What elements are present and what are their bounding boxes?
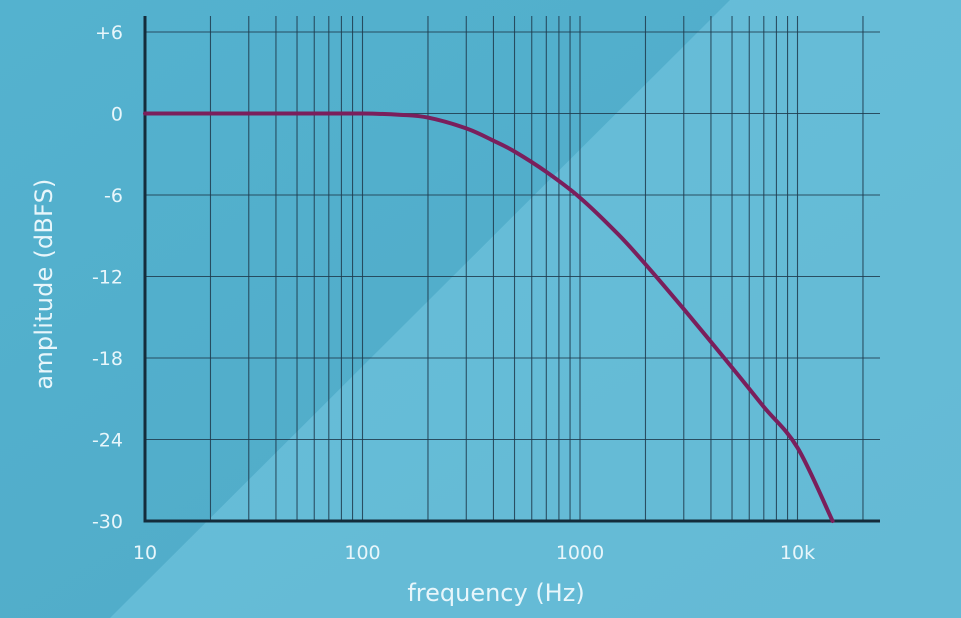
y-tick-label: -12 (92, 267, 123, 289)
series-line (143, 111, 835, 523)
axes (143, 16, 880, 523)
y-tick-label: -6 (104, 185, 123, 207)
y-axis-label: amplitude (dBFS) (30, 178, 58, 390)
series (143, 111, 835, 523)
grid (145, 16, 880, 521)
y-tick-label: -24 (92, 430, 123, 452)
x-tick-label: 10 (133, 542, 157, 564)
x-tick-label: 100 (344, 542, 380, 564)
y-tick-label: -30 (92, 511, 123, 533)
background-light-band (110, 0, 961, 618)
y-tick-label: +6 (95, 22, 123, 44)
y-tick-label: -18 (92, 348, 123, 370)
y-tick-label: 0 (111, 104, 123, 126)
tick-labels: +6 0 -6 -12 -18 -24 -30 10 100 1000 10k (92, 22, 815, 564)
x-tick-label: 10k (780, 542, 815, 564)
x-tick-label: 1000 (556, 542, 604, 564)
x-axis-label: frequency (Hz) (407, 579, 585, 607)
